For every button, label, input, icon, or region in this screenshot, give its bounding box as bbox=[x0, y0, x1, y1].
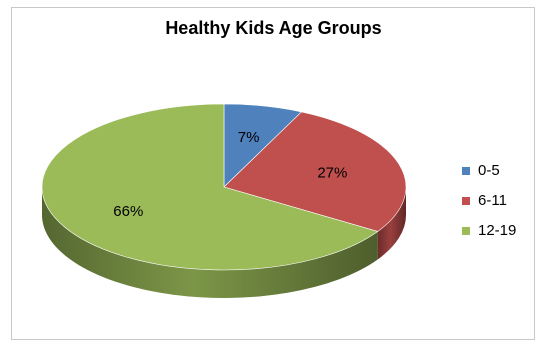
pie-labels: 7% 27% 66% bbox=[113, 129, 347, 220]
legend-label: 6-11 bbox=[478, 192, 507, 209]
legend-swatch-6-11 bbox=[462, 196, 470, 205]
data-label-6-11: 27% bbox=[317, 165, 347, 182]
legend-label: 0-5 bbox=[478, 162, 500, 179]
legend-label: 12-19 bbox=[478, 222, 517, 239]
pie-top bbox=[41, 103, 407, 271]
pie-slice-6-11 bbox=[223, 111, 407, 232]
pie-side-6-11 bbox=[377, 187, 406, 260]
legend-item-12-19: 12-19 bbox=[462, 220, 516, 241]
legend: 0-5 6-11 12-19 bbox=[462, 160, 516, 250]
legend-swatch-12-19 bbox=[462, 226, 470, 235]
chart-title: Healthy Kids Age Groups bbox=[165, 18, 382, 38]
data-label-12-19: 66% bbox=[113, 203, 143, 220]
data-label-0-5: 7% bbox=[238, 129, 260, 146]
pie-sides bbox=[41, 187, 406, 299]
pie-slice-12-19 bbox=[41, 103, 379, 271]
legend-swatch-0-5 bbox=[462, 166, 470, 175]
legend-item-0-5: 0-5 bbox=[462, 160, 516, 181]
pie-side-12-19 bbox=[41, 187, 378, 299]
legend-item-6-11: 6-11 bbox=[462, 190, 516, 211]
